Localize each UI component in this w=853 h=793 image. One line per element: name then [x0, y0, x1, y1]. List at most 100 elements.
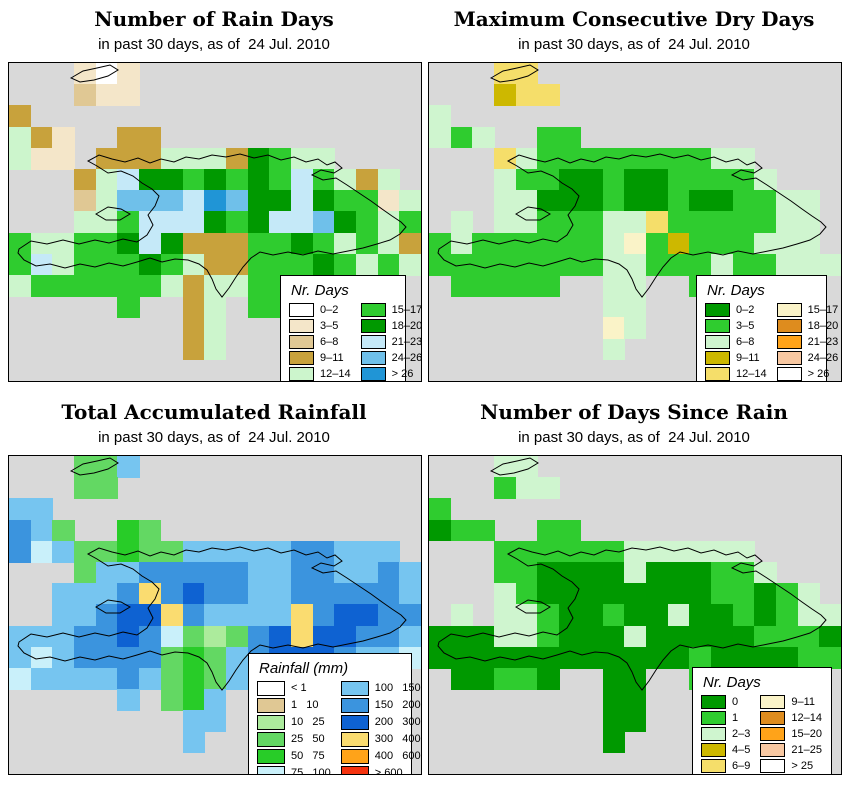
grid-cell — [559, 169, 582, 191]
grid-cell — [139, 190, 162, 212]
map-canvas — [9, 63, 421, 381]
legend-title: Rainfall (mm) — [259, 660, 349, 677]
grid-cell — [450, 275, 473, 297]
grid-cell — [52, 126, 75, 149]
grid-cell — [139, 625, 162, 648]
grid-cell — [450, 211, 473, 234]
grid-cell — [95, 456, 118, 478]
grid-cell — [182, 540, 205, 563]
title-block-dry-days: Maximum Consecutive Dry Days in past 30 … — [428, 8, 840, 53]
grid-cell — [472, 646, 495, 669]
grid-cell — [797, 646, 820, 669]
grid-cell — [580, 232, 604, 255]
legend-label: > 26 — [391, 367, 414, 380]
grid-cell — [515, 668, 538, 690]
grid-cell — [160, 253, 184, 276]
grid-cell — [290, 169, 314, 191]
grid-cell — [450, 253, 473, 276]
legend-entry: 6–8 — [705, 335, 767, 349]
grid-cell — [225, 190, 249, 212]
legend-entry: 9–11 — [289, 351, 351, 365]
grid-cell — [732, 169, 755, 191]
grid-cell — [74, 668, 97, 690]
grid-cell — [117, 84, 140, 106]
legend-entry: 18–20 — [776, 319, 838, 333]
grid-cell — [225, 646, 249, 669]
grid-cell — [602, 625, 625, 648]
grid-cell — [117, 63, 140, 85]
grid-cell — [819, 646, 841, 669]
grid-cell — [645, 147, 669, 170]
legend-title: Nr. Days — [291, 282, 349, 299]
legend-entry: 9–11 — [705, 351, 767, 365]
grid-cell — [95, 84, 118, 106]
grid-cell — [9, 275, 32, 297]
grid-cell — [247, 625, 270, 648]
grid-cell — [602, 604, 625, 627]
grid-cell — [450, 232, 473, 255]
grid-cell — [74, 625, 97, 648]
grid-cell — [30, 540, 53, 563]
legend-label: 12–14 — [736, 367, 767, 380]
grid-cell — [732, 232, 755, 255]
page-title: Maximum Consecutive Dry Days — [453, 7, 815, 31]
grid-cell — [95, 232, 118, 255]
grid-cell — [602, 689, 625, 711]
grid-cell — [117, 646, 140, 669]
grid-cell — [355, 190, 379, 212]
grid-cell — [30, 519, 53, 542]
grid-cell — [9, 147, 32, 170]
map-panel-rain-days: Nr. Days 0–2 3–5 6–8 9–11 12–14 15–17 18–20 21–… — [8, 62, 422, 382]
grid-cell — [472, 232, 495, 255]
grid-cell — [537, 540, 560, 563]
grid-cell — [710, 646, 734, 669]
grid-cell — [204, 604, 227, 627]
grid-cell — [624, 169, 647, 191]
grid-cell — [472, 275, 495, 297]
grid-cell — [645, 232, 669, 255]
legend-entry: > 26 — [776, 367, 839, 381]
page-subtitle: in past 30 days, as of 24 Jul. 2010 — [518, 429, 750, 446]
grid-cell — [732, 583, 755, 605]
grid-cell — [160, 668, 184, 690]
legend-swatch — [257, 766, 285, 774]
grid-cell — [624, 646, 647, 669]
legend-entries: 0–2 3–5 6–8 9–11 12–14 15–17 18–20 21–23 24–26 > … — [289, 303, 421, 381]
grid-cell — [30, 126, 53, 149]
grid-cell — [689, 583, 712, 605]
legend-entry: > 600 — [340, 766, 421, 774]
legend-label: 18–20 — [391, 319, 422, 332]
grid-cell — [494, 147, 517, 170]
grid-cell — [537, 84, 560, 106]
grid-cell — [334, 540, 357, 563]
grid-cell — [117, 519, 140, 542]
grid-cell — [139, 562, 162, 584]
grid-cell — [52, 668, 75, 690]
grid-cell — [139, 604, 162, 627]
grid-cell — [9, 625, 32, 648]
grid-cell — [334, 562, 357, 584]
legend-swatch — [289, 335, 314, 349]
grid-cell — [139, 253, 162, 276]
grid-cell — [689, 540, 712, 563]
grid-cell — [559, 646, 582, 669]
grid-cell — [269, 232, 292, 255]
grid-cell — [182, 317, 205, 340]
legend-box: Nr. Days 0–2 3–5 6–8 9–11 12–14 15–17 18–20 21–… — [280, 275, 421, 381]
grid-cell — [624, 604, 647, 627]
legend-entry: 21–23 — [776, 335, 838, 349]
grid-cell — [117, 126, 140, 149]
grid-cell — [52, 625, 75, 648]
grid-cell — [537, 583, 560, 605]
grid-cell — [602, 296, 625, 318]
legend-label: 3–5 — [736, 319, 755, 332]
grid-cell — [269, 604, 292, 627]
legend-box: Rainfall (mm) < 1 1 10 10 25 25 50 50 75 75 1… — [248, 653, 421, 774]
grid-cell — [472, 253, 495, 276]
grid-cell — [580, 169, 604, 191]
grid-cell — [312, 147, 335, 170]
grid-cell — [624, 296, 647, 318]
legend-swatch — [340, 732, 369, 747]
grid-cell — [580, 540, 604, 563]
